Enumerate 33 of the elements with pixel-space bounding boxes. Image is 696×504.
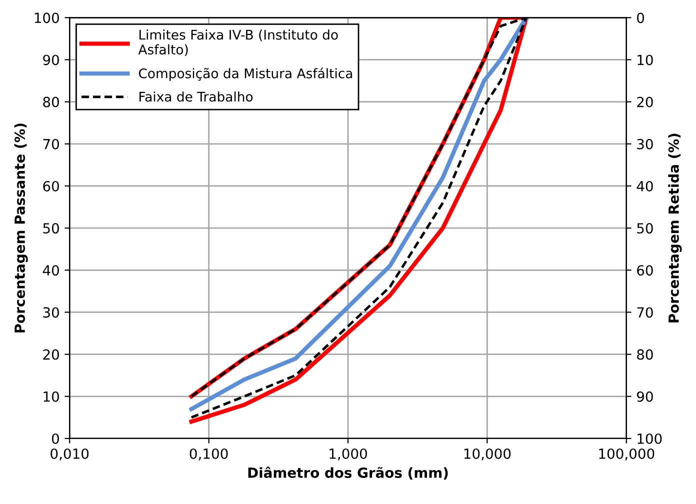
- legend-label: Limites Faixa IV-B (Instituto do Asfalto): [138, 30, 338, 56]
- y-tick-label: 10: [44, 391, 59, 402]
- y-tick-label: 100: [34, 12, 59, 24]
- y2-tick-label: 70: [637, 307, 653, 318]
- y2-tick-label: 90: [636, 391, 653, 402]
- y-tick-label: 70: [43, 138, 59, 150]
- y2-tick-label: 40: [636, 180, 653, 192]
- y2-tick-label: 30: [637, 138, 653, 150]
- y-tick-label: 30: [43, 307, 59, 318]
- y2-axis-title: Porcentagem Retida (%): [668, 134, 682, 322]
- x-tick-label: 0,100: [190, 448, 228, 460]
- x-tick-label: 100,000: [599, 448, 654, 460]
- y-tick-label: 0: [52, 433, 59, 444]
- legend-label: Faixa de Trabalho: [140, 91, 253, 102]
- y2-tick-label: 60: [637, 265, 653, 276]
- y-tick-label: 90: [43, 54, 59, 66]
- y-tick-label: 50: [43, 223, 59, 234]
- y-tick-label: 20: [43, 349, 59, 360]
- y2-tick-label: 50: [637, 223, 653, 234]
- y2-tick-label: 0: [637, 12, 644, 24]
- y-tick-label: 60: [43, 180, 59, 192]
- x-tick-label: 1,000: [330, 448, 367, 460]
- y2-tick-label: 80: [637, 349, 653, 360]
- y-axis-title: Porcentagem Passante (%): [14, 124, 28, 332]
- y2-tick-label: 10: [638, 54, 653, 66]
- y2-tick-label: 20: [637, 96, 653, 108]
- x-axis-title: Diâmetro dos Grãos (mm): [248, 466, 448, 480]
- y-tick-label: 40: [42, 265, 59, 276]
- y2-tick-label: 100: [638, 433, 662, 444]
- y-tick-label: 80: [43, 96, 59, 108]
- legend-label: Composição da Mistura Asfáltica: [138, 68, 352, 81]
- x-tick-label: 0,010: [50, 448, 89, 460]
- x-tick-label: 10,000: [464, 448, 511, 460]
